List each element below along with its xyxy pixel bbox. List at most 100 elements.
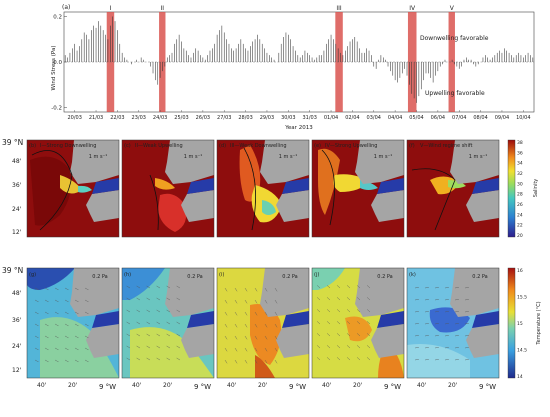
highlight-III <box>335 12 343 112</box>
wind-vector <box>414 347 419 349</box>
wind-vector <box>156 309 161 313</box>
landmass-north <box>165 268 214 317</box>
wind-vector <box>54 323 59 327</box>
landmass-north <box>355 268 404 317</box>
lon-tick: 20' <box>68 382 78 389</box>
wind-vector <box>274 359 278 364</box>
wind-vector <box>346 357 351 361</box>
panel-frame <box>121 267 215 379</box>
wind-vector <box>336 285 341 289</box>
wind-vector <box>234 311 238 316</box>
light-band <box>407 344 470 378</box>
wind-vector <box>44 335 49 339</box>
landmass-north <box>260 268 309 317</box>
wind-vector <box>244 311 248 316</box>
wind-vector <box>64 299 69 303</box>
colorbar-tick: 24 <box>517 212 523 218</box>
lon-tick: 9 °W <box>289 383 306 391</box>
wind-vector <box>244 287 248 292</box>
wind-vector <box>254 299 258 304</box>
wind-vector <box>176 357 181 361</box>
landmass-south <box>466 324 499 358</box>
wind-vector <box>126 285 131 289</box>
wind-vector <box>424 347 429 349</box>
wind-vector <box>366 321 371 325</box>
wind-vector <box>424 299 429 301</box>
wind-vector <box>34 347 39 351</box>
x-tick-label: 23/03 <box>132 115 146 121</box>
salinity-panel-e: (e) IV—Strong Upwelling 1 m s⁻¹ <box>311 139 405 238</box>
x-tick-label: 07/04 <box>452 115 466 121</box>
wind-vector <box>234 299 238 304</box>
landmass-south <box>181 324 214 358</box>
wind-vector <box>64 359 69 363</box>
lat-tick-36: 36' <box>12 317 22 324</box>
wind-vector <box>136 357 141 361</box>
landmass-north <box>450 140 499 184</box>
temperature-panel-k: (k) 0.2 Pa <box>406 267 500 379</box>
wind-vector <box>146 309 151 313</box>
wind-vector <box>454 335 459 337</box>
wind-vector <box>166 357 171 361</box>
colorbar-tick: 36 <box>517 150 523 156</box>
wind-vector <box>434 335 439 337</box>
wind-vector <box>166 285 171 289</box>
x-tick-label: 10/04 <box>516 115 530 121</box>
wind-vector <box>336 357 341 361</box>
wind-vector <box>84 311 89 315</box>
wind-vector <box>414 287 419 289</box>
wind-vector <box>366 345 371 349</box>
landmass-south <box>276 324 309 358</box>
cool-patch <box>312 268 345 290</box>
wind-vector <box>264 359 268 364</box>
wind-vector <box>34 335 39 339</box>
wind-vector <box>136 333 141 337</box>
salinity-panel-c: (c) II—Weak Upwelling 1 m s⁻¹ <box>121 139 215 238</box>
wind-vector <box>176 345 181 349</box>
wind-vector <box>444 323 449 325</box>
isohaline-contour <box>411 168 456 231</box>
wind-vector <box>64 335 69 339</box>
wind-vector <box>146 333 151 337</box>
temperature-panel-h: (h) 0.2 Pa <box>121 267 215 379</box>
landmass-south <box>276 190 309 222</box>
wind-vector <box>224 323 228 328</box>
wind-vector <box>74 359 79 363</box>
colorbar-tick: 16 <box>517 268 523 274</box>
wind-vector <box>336 345 341 349</box>
landmass-south <box>181 190 214 222</box>
cold-patch <box>27 268 75 290</box>
event-label-III: III <box>336 5 342 12</box>
colorbar-ramp <box>507 139 516 238</box>
landmass-north <box>260 140 309 184</box>
y-axis-label: Wind Stress (Pa) <box>51 46 57 91</box>
estuary <box>187 311 214 328</box>
wind-vector <box>346 297 351 301</box>
wind-vector <box>414 311 419 313</box>
wind-vector <box>356 285 361 289</box>
warm-core <box>250 304 282 365</box>
wind-vector <box>434 311 439 313</box>
colorbar-tick: 22 <box>517 223 523 229</box>
y-tick-label: -0.2 <box>51 105 62 111</box>
warm-core <box>345 316 372 342</box>
wind-vector <box>166 345 171 349</box>
estuary <box>472 178 499 194</box>
wind-vector <box>336 309 341 313</box>
wind-vector <box>156 297 161 301</box>
wind-vector <box>326 333 331 337</box>
salinity-panel-d: (d) III—Weak Downwelling 1 m s⁻¹ <box>216 139 310 238</box>
wind-vector <box>454 299 459 301</box>
wind-vector <box>326 357 331 361</box>
landmass-north <box>70 268 119 317</box>
panel-label: (j) <box>314 272 319 278</box>
colorbar-tick: 32 <box>517 171 523 177</box>
wind-vector <box>336 333 341 337</box>
panel-frame <box>121 139 215 238</box>
velocity-scale: 1 m s⁻¹ <box>89 154 107 160</box>
x-tick-label: 31/03 <box>302 115 316 121</box>
wind-vector <box>34 323 39 327</box>
lon-tick: 40' <box>322 382 332 389</box>
wind-vector <box>326 309 331 313</box>
wind-vector <box>224 347 228 352</box>
